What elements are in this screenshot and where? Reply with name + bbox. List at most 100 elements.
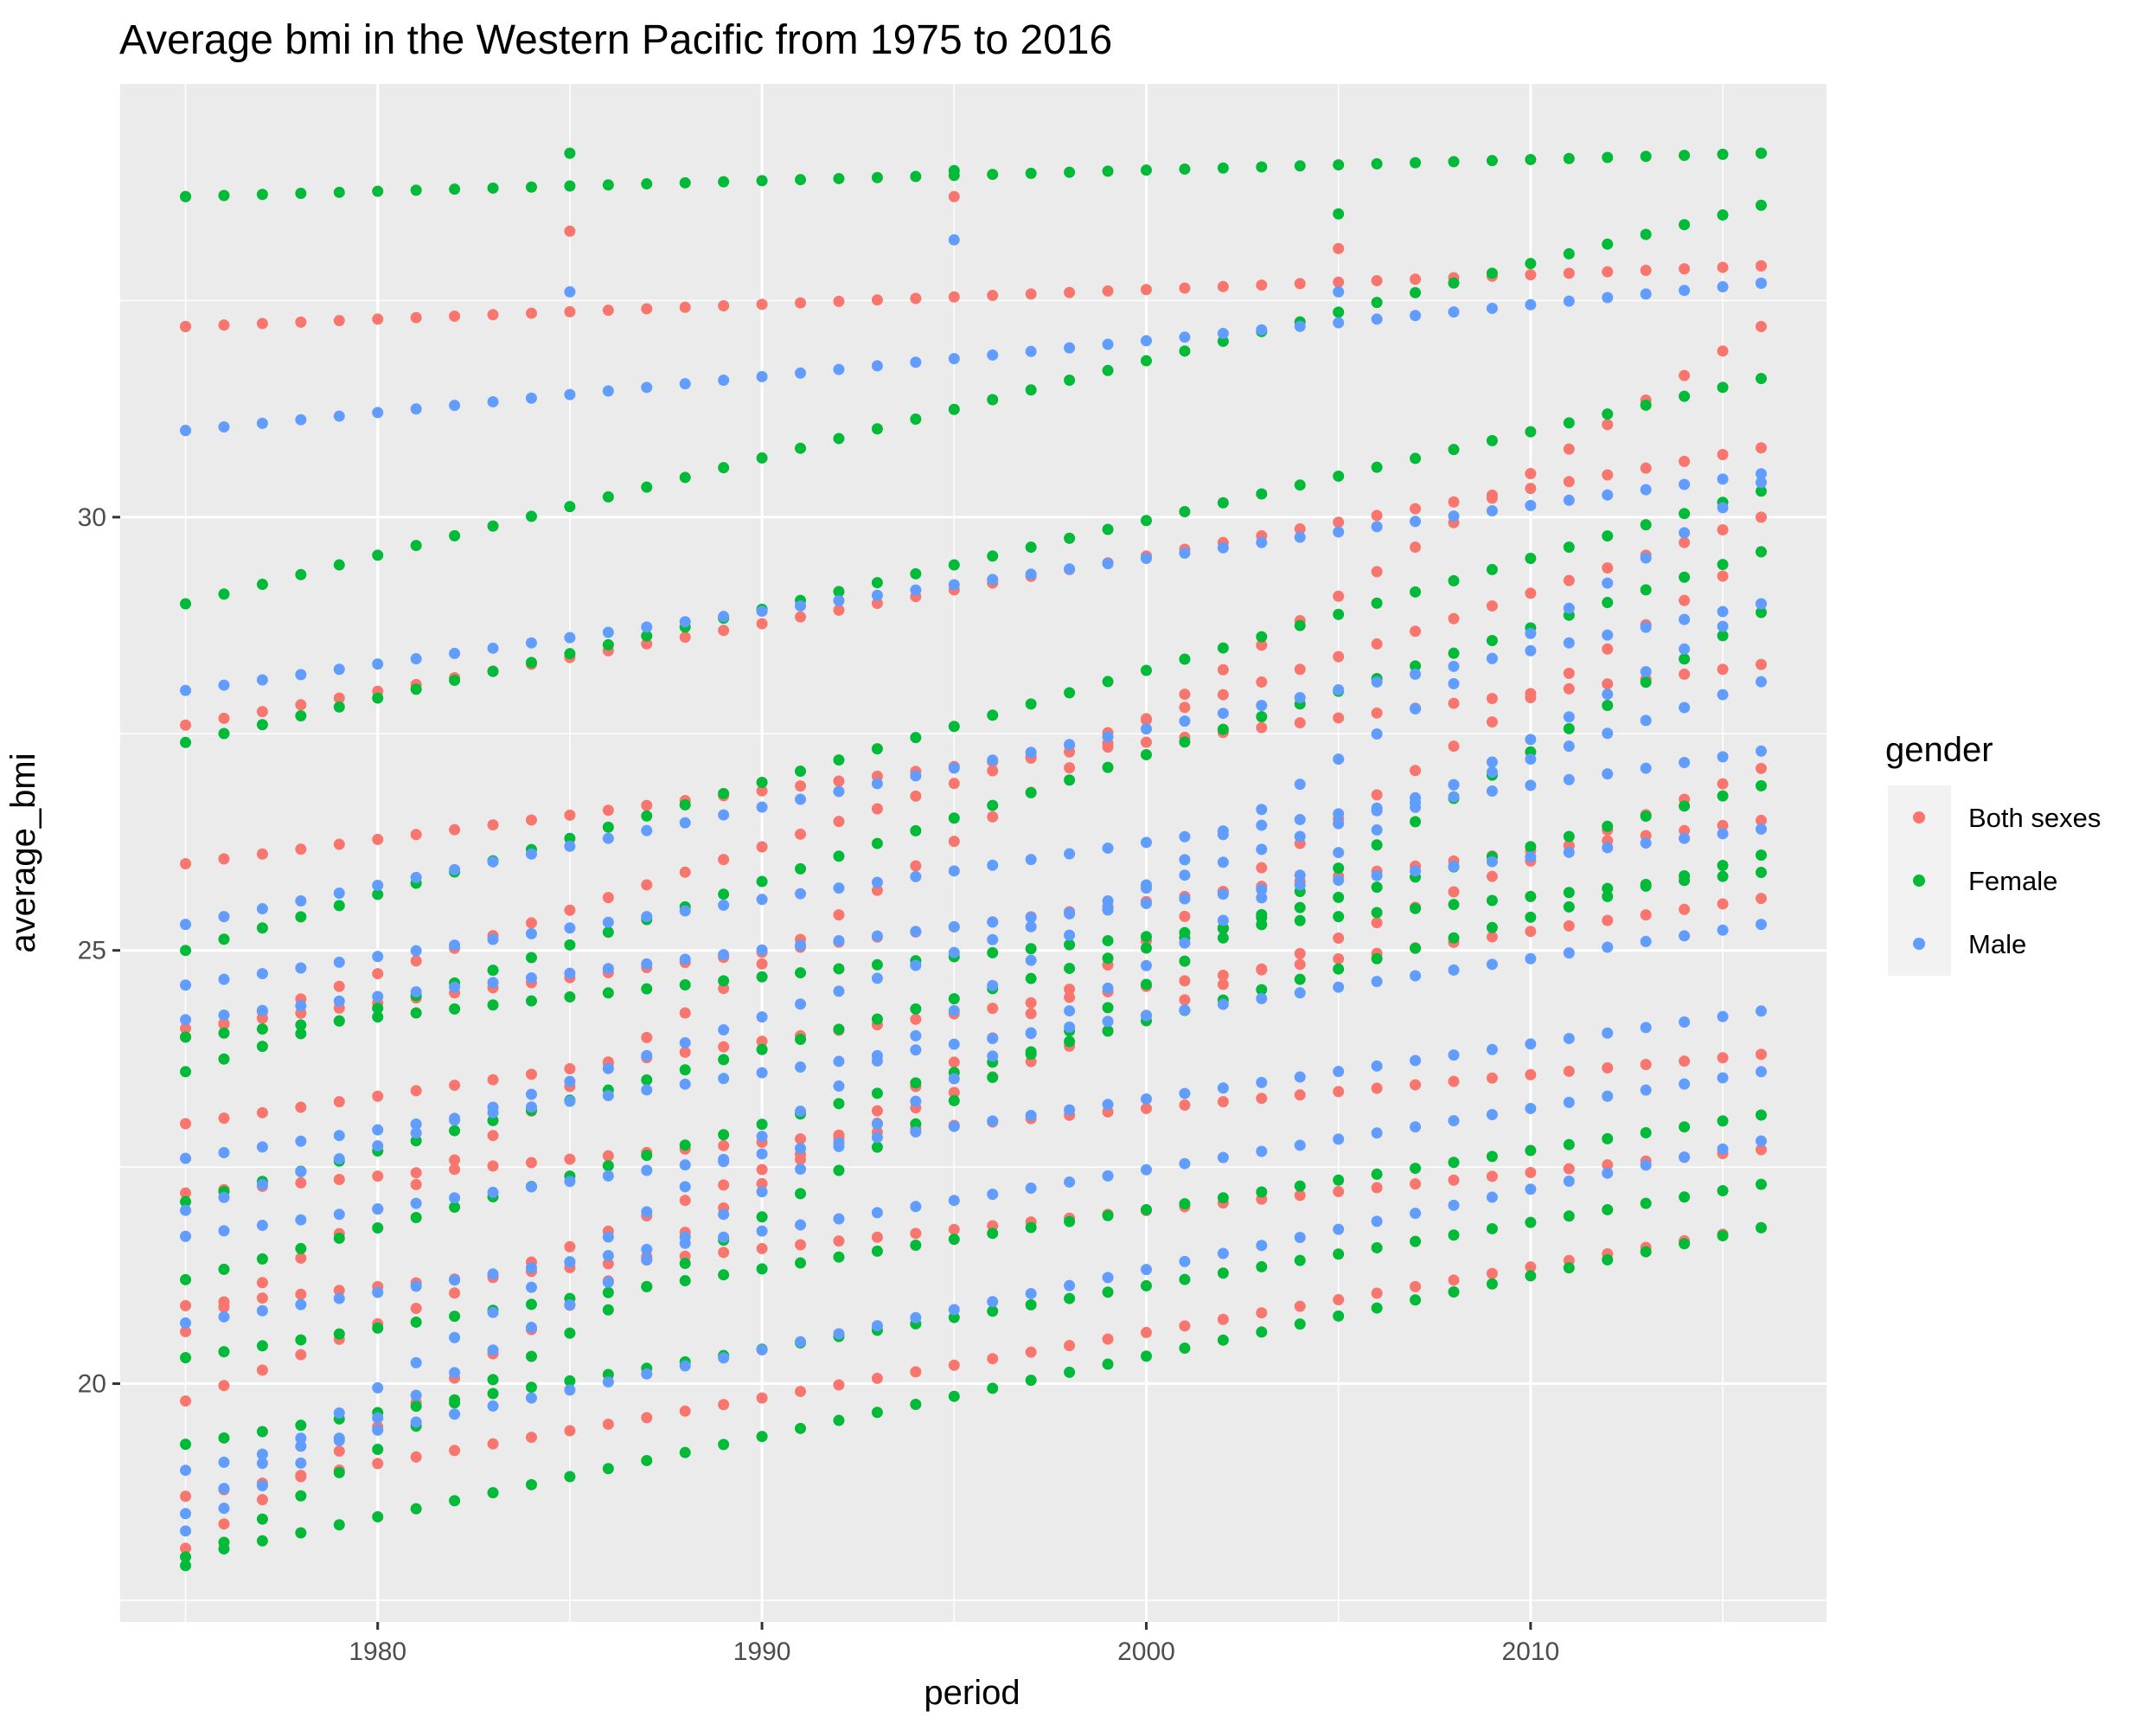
data-point: [1448, 444, 1460, 456]
data-point: [1486, 1278, 1498, 1290]
data-point: [295, 1176, 307, 1189]
data-point: [1410, 286, 1422, 298]
data-point: [1333, 1174, 1345, 1186]
data-point: [1025, 943, 1037, 955]
data-point: [1640, 1127, 1652, 1139]
data-point: [1102, 1170, 1114, 1182]
data-point: [987, 349, 999, 361]
data-point: [1755, 867, 1767, 879]
data-point: [1025, 1008, 1037, 1020]
data-point: [1755, 320, 1767, 332]
data-point: [1602, 561, 1614, 574]
data-point: [602, 1090, 614, 1102]
data-point: [218, 1263, 230, 1275]
data-point: [1025, 747, 1037, 759]
data-point: [256, 1535, 268, 1547]
data-point: [718, 1399, 730, 1411]
data-point: [987, 765, 999, 777]
y-tick-label: 25: [78, 937, 106, 965]
data-point: [795, 1219, 807, 1231]
data-point: [1256, 631, 1268, 643]
data-point: [1217, 970, 1229, 982]
data-point: [1563, 667, 1575, 679]
data-point: [1025, 568, 1037, 580]
data-point: [1717, 281, 1729, 293]
data-point: [871, 1245, 883, 1257]
data-point: [295, 1000, 307, 1012]
data-point: [295, 1214, 307, 1226]
data-point: [372, 1444, 384, 1456]
data-point: [1333, 847, 1345, 859]
data-point: [1525, 468, 1537, 480]
data-point: [564, 904, 576, 916]
data-point: [1563, 637, 1575, 649]
data-point: [1525, 298, 1537, 311]
data-point: [564, 1471, 576, 1483]
data-point: [1410, 816, 1422, 828]
data-point: [948, 946, 960, 958]
data-point: [1486, 894, 1498, 907]
data-point: [948, 1304, 960, 1316]
data-point: [987, 290, 999, 302]
data-point: [525, 952, 537, 964]
data-point: [333, 1015, 345, 1027]
data-point: [1525, 153, 1537, 165]
data-point: [1102, 902, 1114, 914]
data-point: [1217, 923, 1229, 935]
data-point: [756, 1163, 768, 1176]
data-point: [1140, 836, 1152, 849]
data-point: [679, 471, 691, 484]
data-point: [333, 1096, 345, 1108]
data-point: [525, 1281, 537, 1293]
data-point: [1102, 338, 1114, 350]
data-point: [1410, 668, 1422, 680]
data-point: [333, 410, 345, 422]
data-point: [1294, 619, 1306, 631]
data-point: [1679, 594, 1691, 606]
data-point: [1371, 1127, 1383, 1139]
data-point: [1448, 791, 1460, 803]
data-point: [1140, 882, 1152, 894]
data-point: [1755, 919, 1767, 931]
data-point: [1755, 477, 1767, 489]
data-point: [1525, 627, 1537, 639]
data-point: [1256, 536, 1268, 548]
data-point: [1679, 1151, 1691, 1163]
data-point: [1179, 331, 1191, 343]
data-point: [1371, 1168, 1383, 1180]
data-point: [1717, 828, 1729, 840]
data-point: [180, 1195, 192, 1208]
data-point: [910, 790, 922, 802]
data-point: [679, 1159, 691, 1171]
data-point: [218, 1146, 230, 1158]
data-point: [795, 1153, 807, 1165]
data-point: [756, 1043, 768, 1055]
data-point: [1717, 502, 1729, 514]
data-point: [180, 1560, 192, 1572]
data-point: [602, 1304, 614, 1316]
data-point: [333, 900, 345, 912]
data-point: [1140, 736, 1152, 748]
data-point: [1371, 1060, 1383, 1072]
data-point: [410, 184, 422, 196]
data-point: [1602, 890, 1614, 902]
data-point: [1602, 727, 1614, 740]
data-point: [1717, 778, 1729, 790]
data-point: [1448, 779, 1460, 791]
data-point: [218, 1311, 230, 1323]
data-point: [1755, 823, 1767, 835]
data-point: [1025, 1346, 1037, 1358]
data-point: [756, 776, 768, 788]
data-point: [833, 1328, 845, 1340]
data-point: [1448, 1115, 1460, 1127]
data-point: [756, 894, 768, 906]
data-point: [641, 630, 653, 642]
data-point: [1333, 683, 1345, 695]
data-point: [1525, 269, 1537, 281]
data-point: [1102, 731, 1114, 743]
data-point: [718, 1269, 730, 1281]
data-point: [1294, 958, 1306, 971]
data-point: [871, 1141, 883, 1153]
data-point: [1755, 147, 1767, 159]
data-point: [1525, 1270, 1537, 1282]
